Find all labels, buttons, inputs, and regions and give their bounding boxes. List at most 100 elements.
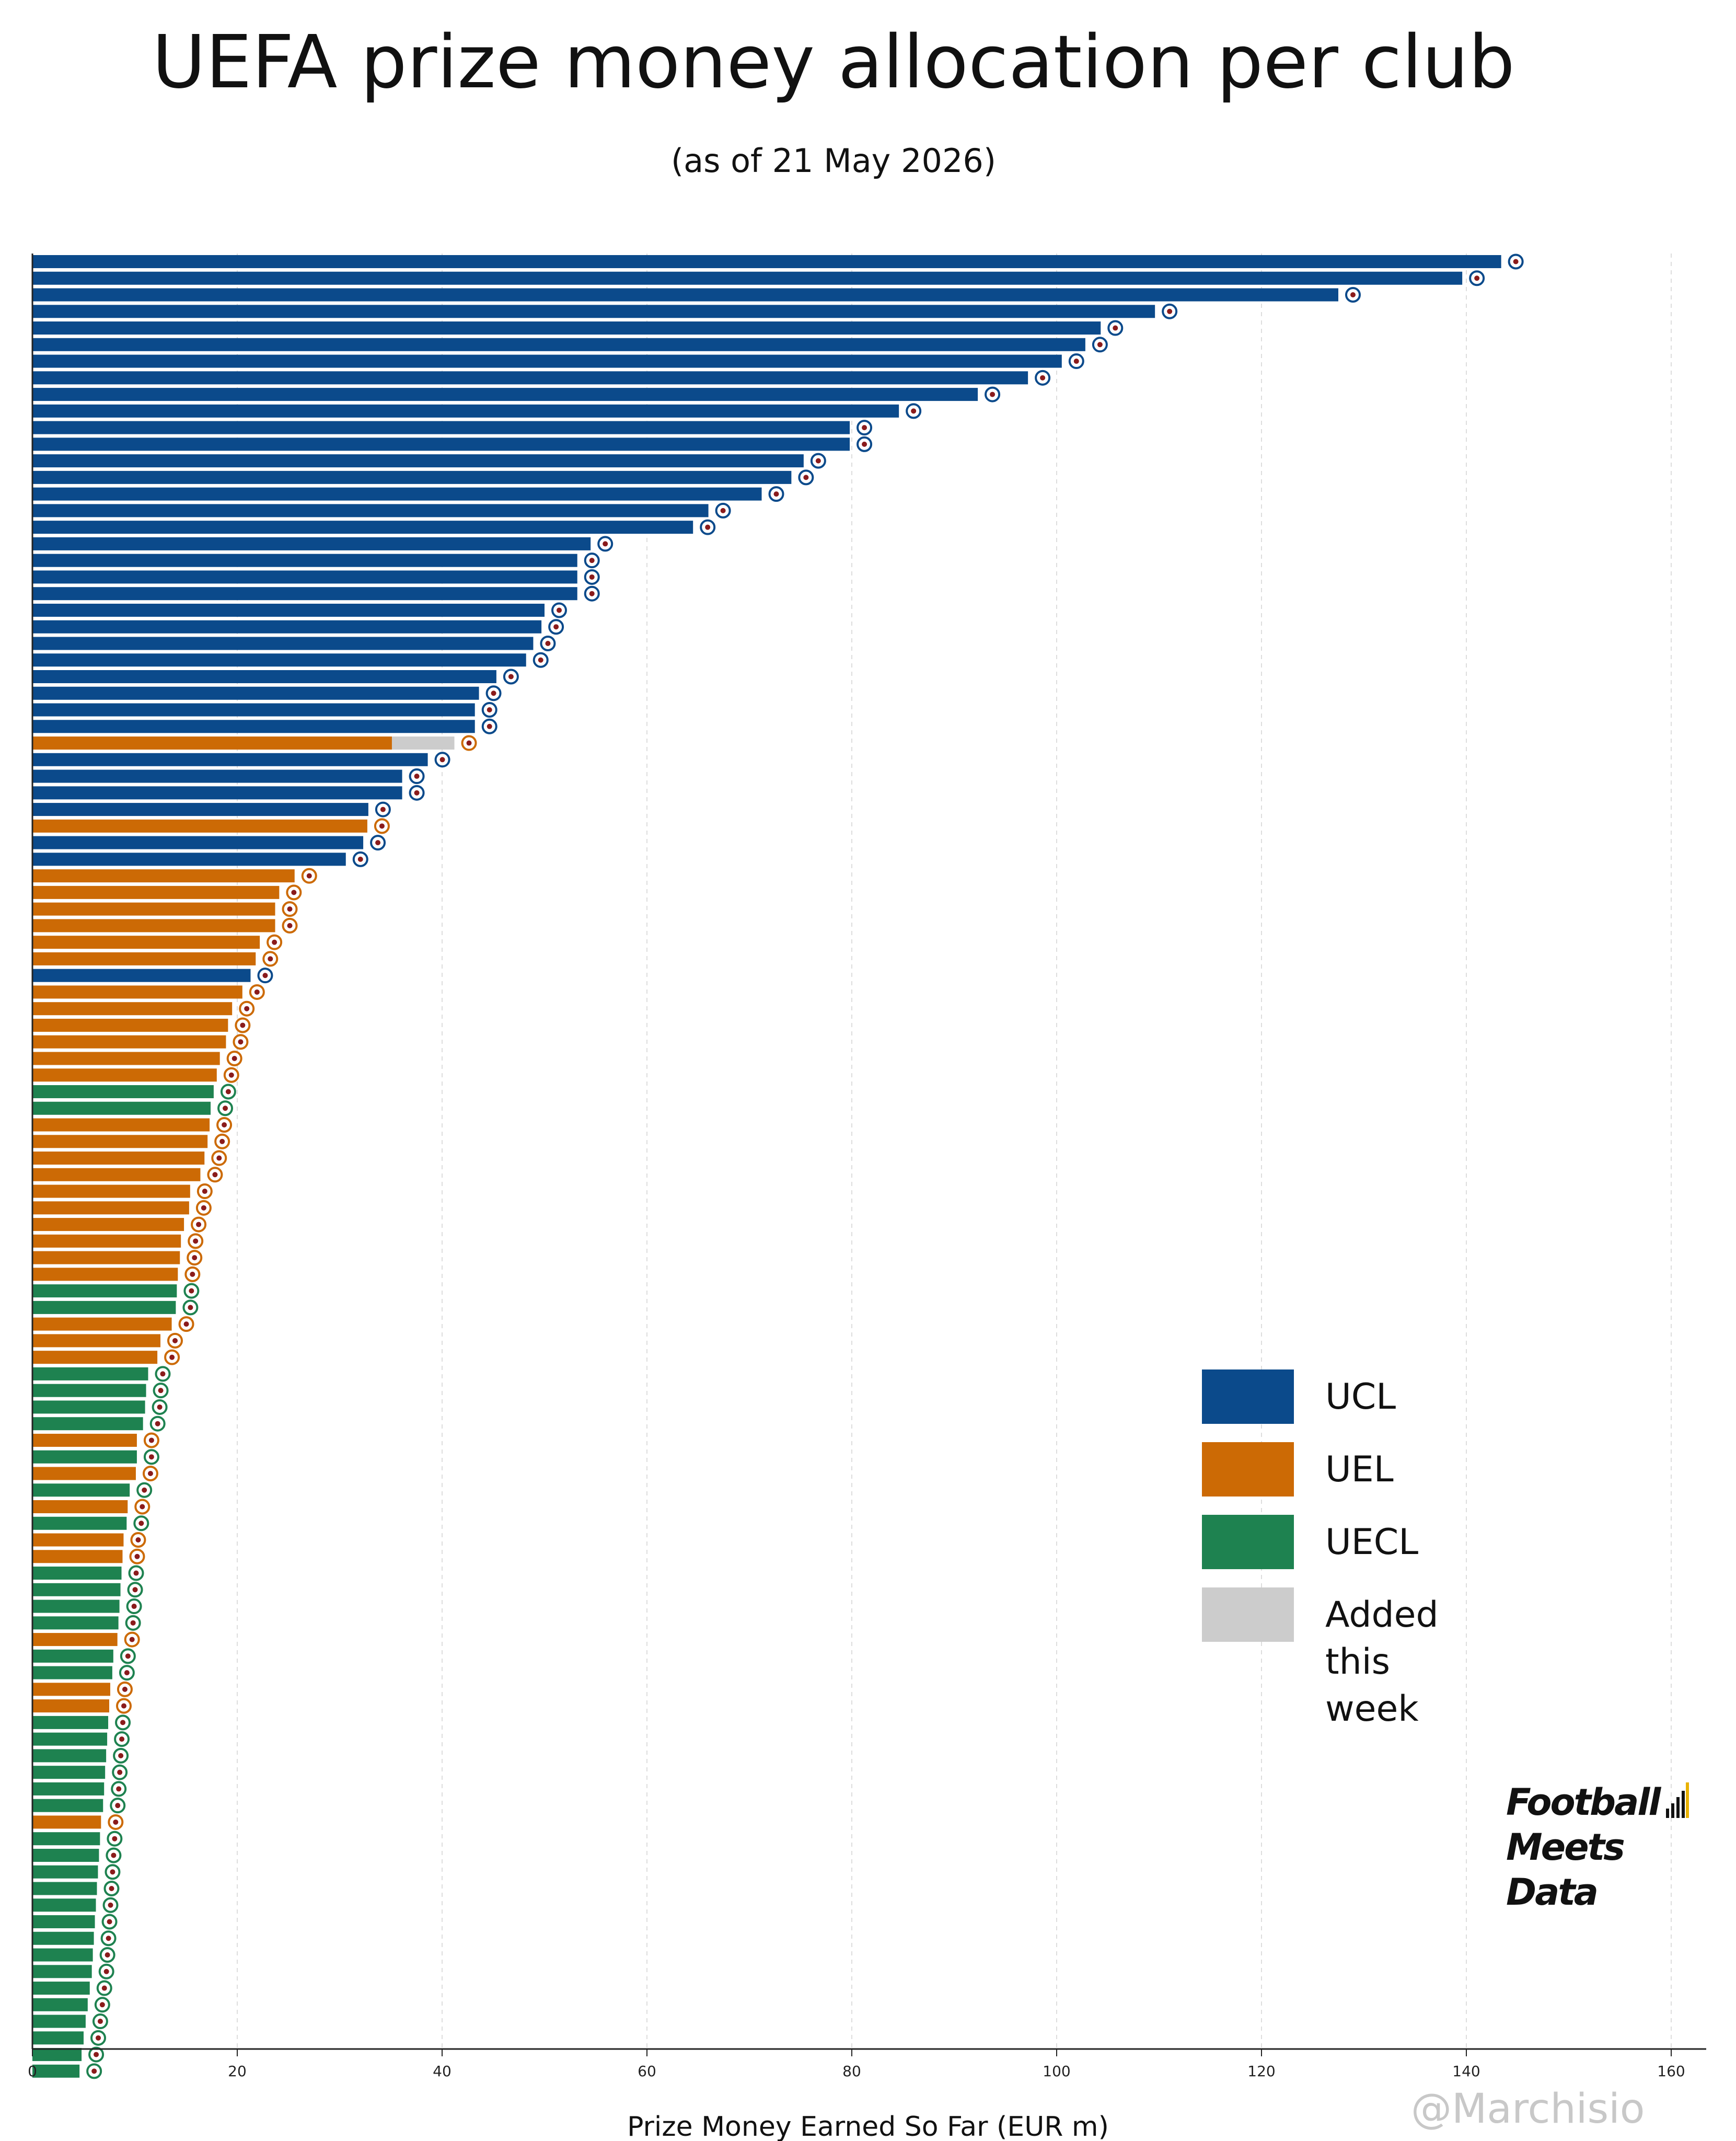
club-crest-icon-center [862, 441, 867, 447]
bar-uel [32, 1018, 228, 1032]
bar-uecl [32, 1799, 103, 1812]
club-crest-icon-center [803, 475, 809, 480]
club-crest-icon-center [287, 906, 293, 912]
bar-uecl [32, 1716, 109, 1729]
bar-uel [32, 1135, 208, 1148]
bar-ucl [32, 587, 577, 601]
bar-uecl [32, 1085, 214, 1098]
club-crest-icon-center [101, 1985, 107, 1991]
club-badges [86, 254, 1524, 2079]
bar-ucl [32, 504, 709, 517]
club-crest-icon-center [380, 807, 386, 812]
club-crest-icon-center [160, 1371, 166, 1377]
club-crest-icon-center [990, 392, 996, 397]
club-crest-icon-center [122, 1686, 128, 1692]
club-crest-icon-center [135, 1537, 141, 1543]
club-crest-icon-center [94, 2052, 99, 2057]
club-crest-icon-center [216, 1155, 222, 1161]
club-crest-icon-center [158, 1388, 164, 1394]
club-crest-icon-center [119, 1736, 125, 1742]
x-axis-label: Prize Money Earned So Far (EUR m) [627, 2111, 1109, 2141]
x-tick-label: 140 [1452, 2063, 1480, 2080]
brand-line-3: Data [1506, 1871, 1599, 1914]
bar-ucl [32, 836, 364, 849]
club-crest-icon-center [487, 707, 492, 713]
club-crest-icon-center [121, 1703, 126, 1709]
club-crest-icon-center [1073, 359, 1079, 364]
bar-uel [32, 1467, 136, 1480]
bar-uecl [32, 1649, 113, 1663]
bar-uel [32, 919, 275, 933]
bar-ucl [32, 703, 475, 717]
bar-uel [32, 952, 256, 965]
bar-ucl [32, 255, 1501, 268]
legend-label-ucl: UCL [1325, 1376, 1396, 1418]
club-crest-icon-center [244, 1006, 250, 1011]
bar-ucl [32, 305, 1155, 318]
club-crest-icon-center [545, 640, 551, 646]
bar-ucl [32, 537, 591, 550]
bar-uecl [32, 1666, 112, 1679]
club-crest-icon-center [222, 1122, 227, 1128]
club-crest-icon-center [1513, 259, 1519, 264]
club-crest-icon-center [134, 1553, 140, 1559]
brand-line-1: Football [1506, 1781, 1661, 1824]
bar-uel [32, 1533, 124, 1547]
bar-ucl [32, 803, 368, 816]
club-crest-icon-center [118, 1753, 124, 1758]
watermark: @Marchisio [1411, 2086, 1645, 2133]
chart-title: UEFA prize money allocation per club [152, 20, 1515, 105]
bar-uecl [32, 1599, 120, 1613]
club-crest-icon-center [268, 956, 273, 962]
club-crest-icon-center [116, 1786, 122, 1792]
bar-uecl [32, 1931, 94, 1945]
club-crest-icon-center [287, 923, 293, 928]
club-crest-icon-center [705, 524, 711, 530]
club-crest-icon-center [120, 1720, 126, 1725]
club-crest-icon-center [589, 574, 595, 580]
bar-uel [32, 936, 260, 949]
bar-uel [32, 1268, 178, 1281]
bar-uecl [32, 1400, 145, 1414]
club-crest-icon-center [147, 1470, 153, 1476]
bar-uel [32, 1633, 118, 1647]
club-crest-icon-center [148, 1437, 154, 1443]
bar-uel [32, 1334, 160, 1348]
bar-uecl [32, 2064, 80, 2078]
bar-uel [32, 902, 275, 916]
club-crest-icon-center [110, 1869, 115, 1875]
bar-uel [32, 736, 392, 750]
club-crest-icon-center [272, 939, 277, 945]
club-crest-icon-center [238, 1039, 244, 1045]
club-crest-icon-center [414, 790, 420, 796]
bar-ucl [32, 354, 1062, 368]
club-crest-icon-center [201, 1205, 206, 1211]
x-tick-label: 80 [842, 2063, 861, 2080]
club-crest-icon-center [862, 425, 867, 431]
club-crest-icon-center [306, 873, 312, 879]
bar-uecl [32, 1832, 100, 1846]
bar-uecl [32, 1882, 97, 1895]
bar-uecl [32, 1417, 143, 1431]
axes: 0 20 40 60 80 100 120 140 160 [28, 254, 1706, 2080]
club-crest-icon-center [815, 458, 821, 464]
club-crest-icon-center [112, 1836, 118, 1841]
bar-uecl [32, 1782, 105, 1795]
x-tick-label: 0 [28, 2063, 37, 2080]
bar-uecl [32, 1982, 90, 1995]
club-crest-icon-center [96, 2035, 101, 2041]
club-crest-icon-center [589, 591, 595, 596]
club-crest-icon-center [254, 989, 260, 995]
club-crest-icon-center [212, 1172, 218, 1178]
club-crest-icon-center [557, 607, 562, 613]
x-tick-label: 60 [638, 2063, 656, 2080]
club-crest-icon-center [291, 890, 297, 895]
club-crest-icon-center [105, 1952, 110, 1958]
bar-ucl [32, 786, 402, 800]
club-crest-icon-center [115, 1803, 121, 1809]
bar-uecl [32, 1915, 95, 1928]
club-crest-icon-center [91, 2068, 97, 2074]
club-crest-icon-center [133, 1570, 139, 1576]
club-crest-icon-center [109, 1885, 114, 1891]
